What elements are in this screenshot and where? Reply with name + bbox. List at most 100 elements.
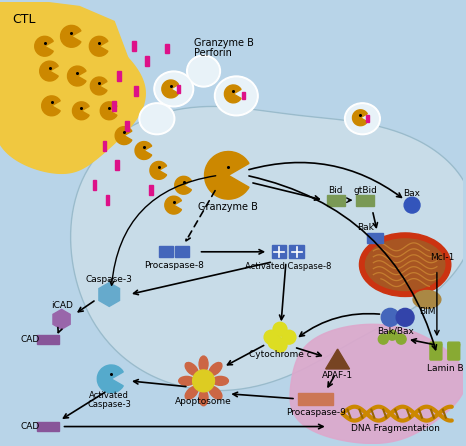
Circle shape [387, 330, 397, 340]
Wedge shape [41, 96, 60, 116]
Bar [145, 56, 149, 66]
Bar [272, 245, 287, 258]
Bar [117, 71, 121, 81]
Wedge shape [90, 77, 107, 95]
Text: CAD: CAD [20, 422, 40, 431]
Text: Activated Caspase-8: Activated Caspase-8 [245, 262, 331, 271]
Circle shape [282, 330, 296, 344]
Bar [289, 245, 304, 258]
Ellipse shape [185, 386, 198, 399]
Wedge shape [115, 127, 132, 145]
Wedge shape [150, 161, 167, 179]
Wedge shape [225, 85, 241, 103]
Text: APAF-1: APAF-1 [322, 372, 353, 380]
Circle shape [404, 197, 420, 213]
Circle shape [378, 334, 388, 344]
Bar [367, 233, 383, 243]
Polygon shape [0, 2, 129, 156]
FancyBboxPatch shape [430, 342, 442, 360]
Bar [149, 185, 153, 195]
Ellipse shape [413, 290, 441, 308]
Text: iCAD: iCAD [51, 301, 73, 310]
Text: Caspase-3: Caspase-3 [86, 275, 133, 284]
Ellipse shape [154, 71, 194, 107]
Polygon shape [326, 349, 350, 369]
Text: Bid: Bid [329, 186, 343, 195]
Bar [356, 195, 374, 206]
Text: Cytochrome c: Cytochrome c [249, 350, 311, 359]
Text: Caspase-3: Caspase-3 [87, 400, 131, 409]
Ellipse shape [209, 386, 222, 399]
Ellipse shape [365, 239, 445, 290]
Wedge shape [61, 25, 81, 47]
Bar [93, 180, 96, 190]
Circle shape [396, 334, 406, 344]
Text: Bak: Bak [357, 223, 374, 232]
Wedge shape [352, 110, 367, 126]
Bar [134, 86, 138, 96]
Bar [125, 121, 129, 131]
Wedge shape [162, 80, 178, 98]
Bar [116, 161, 119, 170]
Polygon shape [430, 344, 442, 359]
Text: Granzyme B: Granzyme B [194, 38, 254, 48]
Circle shape [381, 308, 399, 326]
Circle shape [396, 308, 414, 326]
Circle shape [264, 330, 278, 344]
Bar [159, 246, 173, 257]
Text: CTL: CTL [12, 13, 35, 26]
Polygon shape [70, 107, 466, 391]
Ellipse shape [214, 76, 258, 116]
Bar [366, 115, 369, 122]
Polygon shape [0, 18, 145, 173]
Text: Procaspase-8: Procaspase-8 [144, 261, 204, 270]
Text: Procaspase-9: Procaspase-9 [286, 408, 346, 417]
Ellipse shape [179, 376, 195, 385]
Text: Activated: Activated [89, 391, 129, 400]
Polygon shape [290, 324, 466, 443]
Ellipse shape [141, 105, 173, 132]
Circle shape [268, 335, 282, 349]
Bar [175, 246, 189, 257]
Wedge shape [73, 102, 89, 120]
Text: Perforin: Perforin [194, 48, 232, 58]
Text: CAD: CAD [20, 334, 40, 344]
Bar [37, 334, 59, 343]
Bar [242, 92, 245, 99]
Polygon shape [99, 283, 120, 306]
Wedge shape [205, 152, 249, 199]
Wedge shape [97, 365, 123, 393]
Text: Granzyme B: Granzyme B [199, 202, 258, 212]
Bar [132, 41, 136, 51]
Circle shape [273, 338, 287, 352]
Polygon shape [448, 344, 460, 359]
Ellipse shape [344, 103, 380, 135]
Bar [112, 101, 116, 111]
Bar [177, 85, 180, 93]
Ellipse shape [139, 103, 175, 135]
Ellipse shape [189, 57, 219, 85]
Ellipse shape [185, 363, 198, 376]
Bar [165, 44, 169, 53]
Text: BIM: BIM [419, 307, 435, 316]
Wedge shape [175, 176, 192, 194]
Ellipse shape [199, 356, 208, 372]
Wedge shape [35, 36, 53, 56]
Circle shape [273, 322, 287, 336]
FancyBboxPatch shape [448, 342, 460, 360]
Bar [327, 195, 344, 206]
Ellipse shape [347, 105, 378, 132]
Polygon shape [53, 310, 70, 329]
Text: Mcl-1: Mcl-1 [430, 253, 454, 262]
Wedge shape [100, 102, 117, 120]
Wedge shape [165, 196, 181, 214]
Ellipse shape [209, 363, 222, 376]
Ellipse shape [217, 78, 256, 114]
Ellipse shape [187, 55, 220, 87]
Text: Lamin B: Lamin B [426, 364, 463, 373]
Wedge shape [135, 141, 152, 160]
Wedge shape [89, 36, 108, 56]
Text: Bax: Bax [404, 189, 421, 198]
Wedge shape [40, 61, 58, 81]
Bar [298, 393, 333, 405]
